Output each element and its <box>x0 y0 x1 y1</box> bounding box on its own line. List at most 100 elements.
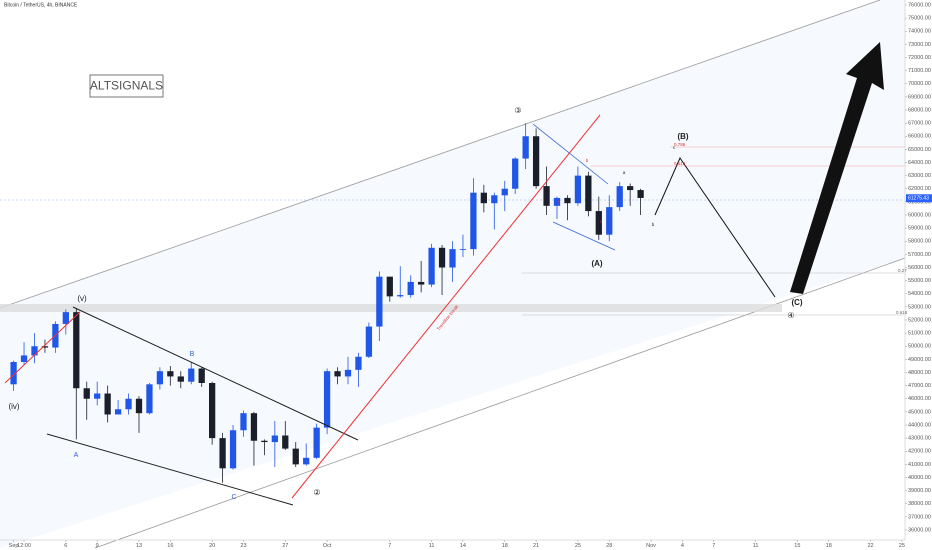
candle-body <box>167 371 174 377</box>
y-tick-label: 60000.00 <box>908 212 931 218</box>
wave-label: ④ <box>787 311 794 320</box>
y-tick-label: 47000.00 <box>908 383 931 389</box>
candle-body <box>10 361 17 385</box>
x-tick-label: Sep <box>9 543 19 549</box>
candle-body <box>449 249 456 268</box>
y-tick-label: 62000.00 <box>908 186 931 192</box>
wave-label: ② <box>313 488 320 497</box>
y-tick-label: 39000.00 <box>908 488 931 494</box>
candle-body <box>240 413 247 431</box>
candle-body <box>114 409 122 415</box>
y-tick-label: 48000.00 <box>908 370 931 376</box>
x-tick-label: 13 <box>136 543 142 549</box>
candle-body <box>491 195 498 204</box>
candle-body <box>198 368 205 383</box>
candle-body <box>543 186 550 206</box>
subwave-label: c <box>673 145 676 150</box>
x-tick-label: 16 <box>167 543 173 549</box>
y-tick-label: 55000.00 <box>908 278 931 284</box>
last-price-tag <box>906 194 932 203</box>
subwave-label: b <box>652 222 655 227</box>
y-tick-label: 53000.00 <box>908 304 931 310</box>
watermark: ALTSIGNALS <box>90 79 163 93</box>
y-tick-label: 66000.00 <box>908 134 931 140</box>
y-tick-label: 63000.00 <box>908 173 931 179</box>
y-tick-label: 50000.00 <box>908 344 931 350</box>
y-tick-label: 40000.00 <box>908 475 931 481</box>
y-tick-label: 68000.00 <box>908 107 931 113</box>
x-tick-label: 7 <box>712 543 715 549</box>
candle-body <box>418 281 425 285</box>
candle-body <box>376 276 383 327</box>
trendline <box>4 311 81 384</box>
wave-label: ③ <box>514 106 521 115</box>
candle-body <box>470 192 477 250</box>
subwave-label: a <box>558 199 561 204</box>
y-tick-label: 51000.00 <box>908 331 931 337</box>
candle-body <box>271 435 278 443</box>
x-tick-label: 21 <box>533 543 539 549</box>
candle-body <box>146 384 153 414</box>
y-tick-label: 54000.00 <box>908 291 931 297</box>
wave-label: (iv) <box>8 402 19 411</box>
wave-label: (v) <box>77 294 87 303</box>
y-tick-label: 61000.00 <box>908 199 931 205</box>
y-tick-label: 38000.00 <box>908 501 931 507</box>
candle-body <box>397 295 404 297</box>
candle-body <box>616 186 623 208</box>
candle-body <box>637 190 644 198</box>
y-tick-label: 44000.00 <box>908 422 931 428</box>
subwave-label: b <box>586 158 589 163</box>
y-tick-label: 64000.00 <box>908 160 931 166</box>
candle-body <box>292 448 299 465</box>
y-tick-label: 58000.00 <box>908 239 931 245</box>
x-tick-label: 15 <box>794 543 800 549</box>
last-price-label: 61275.43 <box>908 196 929 202</box>
x-tick-label: Nov <box>646 543 656 549</box>
projection-arrow <box>654 156 776 298</box>
candle-body <box>94 393 101 399</box>
y-tick-label: 52000.00 <box>908 317 931 323</box>
candle-body <box>595 211 602 235</box>
candle-body <box>229 430 237 469</box>
candle-body <box>512 158 519 189</box>
candle-body <box>261 440 268 443</box>
chart-title: Bitcoin / TetherUS, 4h, BINANCE <box>4 2 78 8</box>
zone <box>0 304 782 312</box>
channel-top <box>0 0 881 309</box>
trendline <box>552 221 616 251</box>
y-tick-label: 41000.00 <box>908 462 931 468</box>
wave-label: (C) <box>791 298 802 307</box>
y-tick-label: 74000.00 <box>908 29 931 35</box>
candle-body <box>428 247 435 285</box>
trendline <box>291 114 601 499</box>
candles <box>10 123 644 483</box>
y-tick-label: 43000.00 <box>908 436 931 442</box>
candle-body <box>627 186 634 191</box>
trendline <box>532 123 609 185</box>
y-tick-label: 56000.00 <box>908 265 931 271</box>
candle-body <box>156 371 164 385</box>
candle-body <box>407 281 414 296</box>
trendline <box>46 433 294 506</box>
candle-body <box>313 427 320 458</box>
y-tick-label: 59000.00 <box>908 226 931 232</box>
x-tick-label: 12:00 <box>17 543 31 549</box>
y-tick-label: 65000.00 <box>908 147 931 153</box>
candle-body <box>209 382 216 439</box>
y-tick-label: 73000.00 <box>908 42 931 48</box>
candle-body <box>83 388 90 399</box>
y-tick-label: 75000.00 <box>908 16 931 22</box>
candle-body <box>282 435 289 449</box>
y-tick-label: 45000.00 <box>908 409 931 415</box>
y-tick-label: 70000.00 <box>908 81 931 87</box>
x-tick-label: 25 <box>899 543 905 549</box>
fib-label: 0.27 <box>898 268 907 273</box>
candle-body <box>564 197 571 204</box>
y-tick-label: 72000.00 <box>908 55 931 61</box>
candle-body <box>73 312 80 389</box>
y-tick-label: 67000.00 <box>908 121 931 127</box>
x-tick-label: 22 <box>867 543 873 549</box>
wave-label: (B) <box>677 132 688 141</box>
